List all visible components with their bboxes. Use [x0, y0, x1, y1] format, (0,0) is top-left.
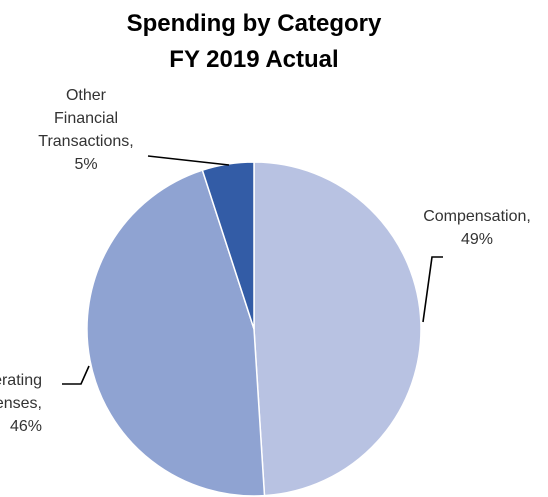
pie-slices	[86, 161, 422, 497]
leader-lines	[62, 155, 443, 385]
slice-labels: Compensation,49% OperatingExpenses,46% Oth…	[0, 87, 531, 435]
pie-slice-compensation	[253, 161, 422, 497]
data-label-compensation: Compensation, 49%	[423, 208, 531, 248]
leader-line-operating-expenses	[62, 365, 90, 385]
data-label-operating-expenses: OperatingExpenses,46%	[0, 372, 42, 435]
pie-slice-operating-expenses	[86, 169, 266, 497]
chart-subtitle: FY 2019 Actual	[169, 46, 338, 73]
leader-line-compensation	[422, 256, 443, 323]
leader-line-other-financial-transactions	[147, 155, 230, 166]
chart-title: Spending by Category	[127, 10, 382, 37]
data-label-other-financial-transactions: Other Financial Transactions, 5%	[38, 87, 133, 173]
